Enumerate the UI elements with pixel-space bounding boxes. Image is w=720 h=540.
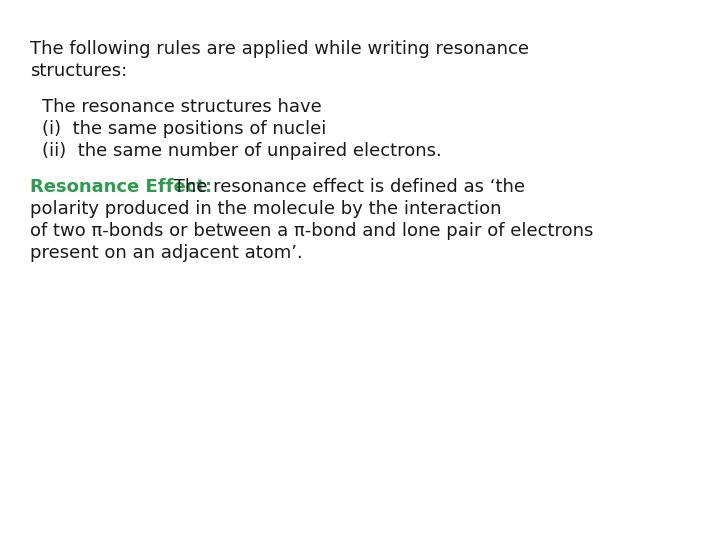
Text: The resonance structures have: The resonance structures have xyxy=(42,98,322,116)
Text: polarity produced in the molecule by the interaction: polarity produced in the molecule by the… xyxy=(30,200,502,218)
Text: of two π-bonds or between a π-bond and lone pair of electrons: of two π-bonds or between a π-bond and l… xyxy=(30,222,593,240)
Text: The resonance effect is defined as ‘the: The resonance effect is defined as ‘the xyxy=(168,178,525,196)
Text: (ii)  the same number of unpaired electrons.: (ii) the same number of unpaired electro… xyxy=(42,142,442,160)
Text: present on an adjacent atom’.: present on an adjacent atom’. xyxy=(30,244,302,262)
Text: structures:: structures: xyxy=(30,62,127,80)
Text: The following rules are applied while writing resonance: The following rules are applied while wr… xyxy=(30,40,529,58)
Text: (i)  the same positions of nuclei: (i) the same positions of nuclei xyxy=(42,120,326,138)
Text: Resonance Effect:: Resonance Effect: xyxy=(30,178,212,196)
